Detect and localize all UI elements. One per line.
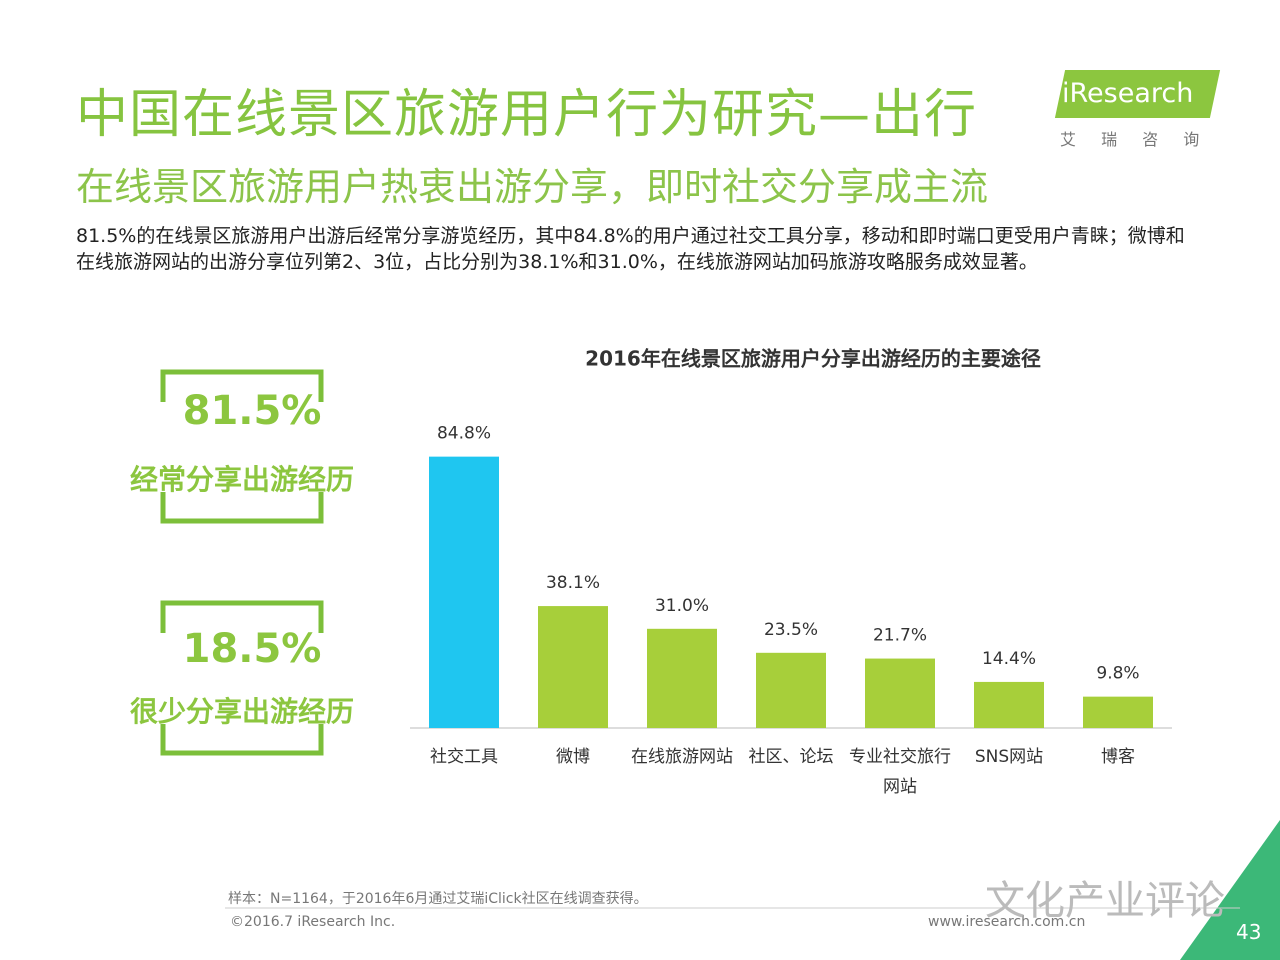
value-label: 9.8% (1096, 664, 1139, 684)
title: 中国在线景区旅游用户行为研究—出行 (76, 85, 978, 145)
value-label: 38.1% (546, 573, 600, 593)
corner-decoration (1180, 820, 1280, 960)
x-tick-label: 社交工具 (430, 747, 498, 767)
website: www.iresearch.com.cn (928, 914, 1086, 930)
bar (538, 606, 608, 728)
logo-tagline: 艾 瑞 咨 询 (1060, 130, 1200, 149)
x-tick-label: 专业社交旅行网站 (849, 747, 951, 797)
bar (865, 658, 935, 728)
bar (647, 628, 717, 728)
x-tick-label: SNS网站 (974, 747, 1044, 767)
highlight-value: 18.5% (182, 626, 322, 672)
bar (756, 652, 826, 728)
chart-title: 2016年在线景区旅游用户分享出游经历的主要途径 (585, 347, 1041, 371)
page-number: 43 (1236, 920, 1262, 944)
value-label: 21.7% (873, 626, 927, 646)
description: 81.5%的在线景区旅游用户出游后经常分享游览经历，其中84.8%的用户通过社交… (76, 225, 1185, 273)
logo-text: iResearch (1062, 78, 1194, 109)
value-label: 31.0% (655, 596, 709, 616)
value-label: 14.4% (982, 649, 1036, 669)
x-tick-label: 微博 (556, 747, 590, 767)
highlight-value: 81.5% (182, 388, 322, 434)
bar (974, 681, 1044, 728)
highlight-label: 经常分享出游经历 (129, 463, 354, 496)
highlight-label: 很少分享出游经历 (129, 695, 354, 728)
value-label: 23.5% (764, 620, 818, 640)
x-tick-label: 博客 (1101, 747, 1135, 767)
subtitle: 在线景区旅游用户热衷出游分享，即时社交分享成主流 (76, 165, 989, 209)
bar (1083, 696, 1153, 728)
x-tick-label: 社区、论坛 (748, 747, 834, 767)
x-tick-label: 在线旅游网站 (631, 747, 733, 767)
value-label: 84.8% (437, 424, 491, 444)
bar (429, 456, 499, 728)
footnote: 样本：N=1164，于2016年6月通过艾瑞iClick社区在线调查获得。 (228, 891, 648, 907)
watermark: 文化产业评论 (985, 878, 1225, 924)
copyright: ©2016.7 iResearch Inc. (230, 914, 396, 930)
highlight-frames (160, 369, 324, 756)
